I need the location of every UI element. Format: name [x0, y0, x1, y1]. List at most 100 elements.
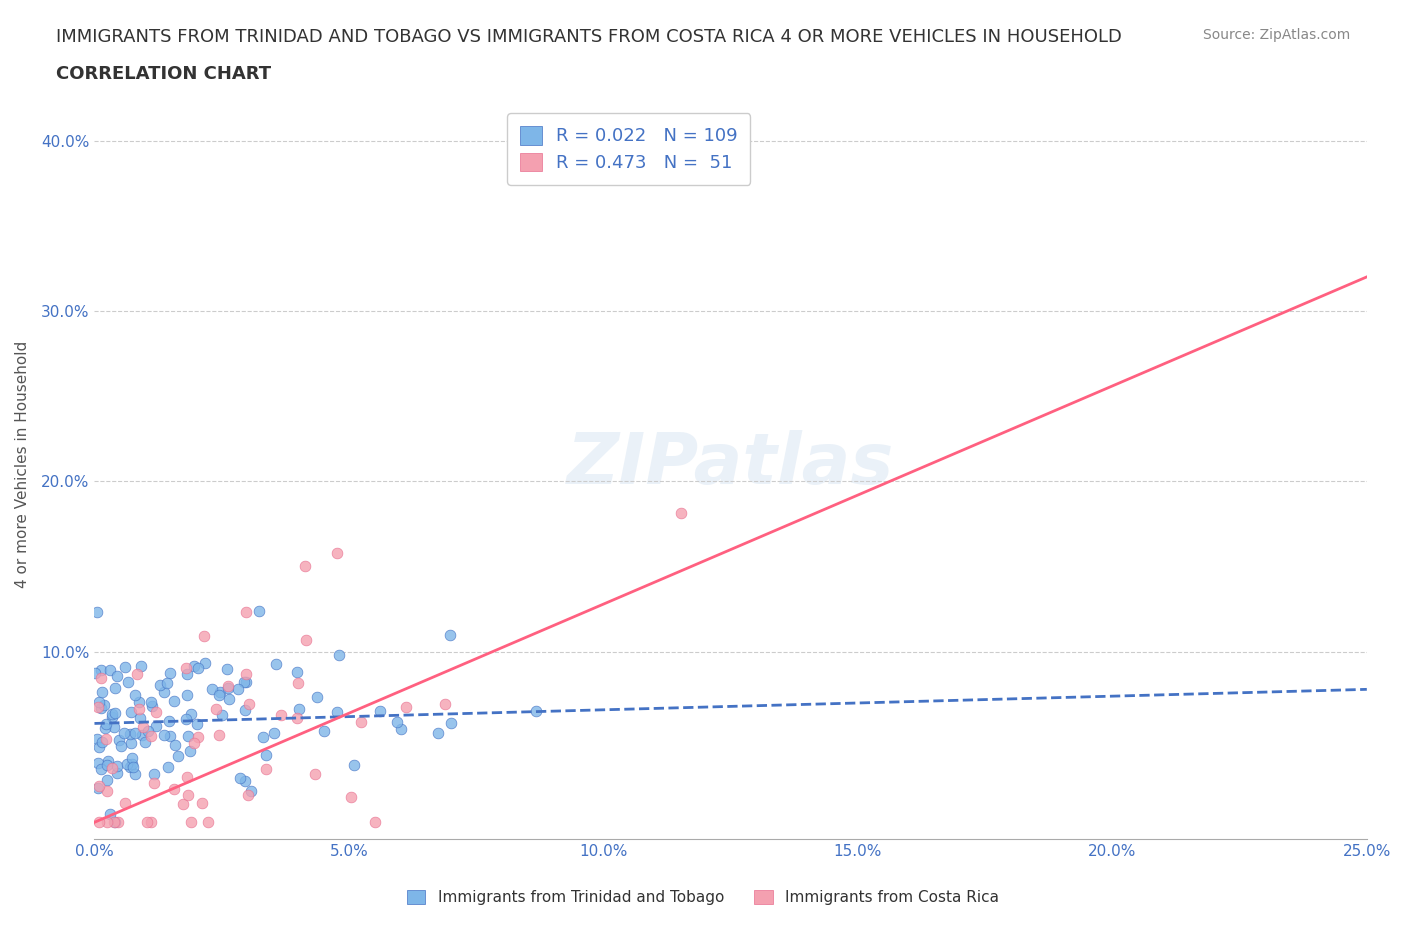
Point: [217, 679, 239, 694]
Point: [172, 796, 194, 811]
Point: [97, 753, 120, 768]
Point: [249, 604, 271, 618]
Point: [235, 604, 257, 619]
Point: [208, 687, 231, 702]
Point: [263, 725, 285, 740]
Point: [105, 759, 128, 774]
Point: [254, 762, 277, 777]
Point: [294, 558, 316, 573]
Point: [238, 697, 260, 711]
Point: [217, 681, 239, 696]
Point: [100, 707, 122, 722]
Point: [176, 666, 198, 681]
Point: [252, 729, 274, 744]
Point: [312, 724, 335, 738]
Point: [233, 703, 256, 718]
Point: [233, 675, 256, 690]
Point: [176, 769, 198, 784]
Point: [148, 677, 170, 692]
Point: [287, 675, 309, 690]
Point: [340, 790, 363, 804]
Point: [91, 684, 114, 699]
Point: [105, 669, 128, 684]
Point: [87, 700, 110, 715]
Point: [89, 778, 111, 793]
Point: [100, 710, 122, 724]
Point: [217, 661, 239, 676]
Point: [143, 776, 166, 790]
Point: [211, 708, 233, 723]
Point: [235, 667, 257, 682]
Point: [163, 781, 186, 796]
Point: [115, 757, 138, 772]
Legend: R = 0.022   N = 109, R = 0.473   N =  51: R = 0.022 N = 109, R = 0.473 N = 51: [508, 113, 751, 185]
Point: [179, 744, 201, 759]
Point: [326, 545, 349, 560]
Point: [145, 705, 167, 720]
Point: [669, 506, 692, 521]
Point: [163, 694, 186, 709]
Point: [394, 699, 416, 714]
Point: [100, 761, 122, 776]
Point: [226, 681, 249, 696]
Point: [107, 815, 129, 830]
Point: [114, 659, 136, 674]
Point: [364, 815, 387, 830]
Point: [90, 700, 112, 715]
Point: [128, 711, 150, 726]
Point: [186, 716, 208, 731]
Text: Source: ZipAtlas.com: Source: ZipAtlas.com: [1202, 28, 1350, 42]
Point: [152, 727, 174, 742]
Point: [87, 781, 110, 796]
Point: [89, 739, 111, 754]
Point: [86, 604, 108, 619]
Point: [183, 736, 205, 751]
Point: [136, 724, 159, 738]
Point: [104, 681, 127, 696]
Point: [118, 759, 141, 774]
Point: [208, 685, 231, 700]
Point: [207, 727, 229, 742]
Point: [96, 815, 118, 830]
Point: [105, 765, 128, 780]
Point: [142, 766, 165, 781]
Point: [385, 714, 408, 729]
Point: [121, 751, 143, 765]
Point: [368, 704, 391, 719]
Point: [440, 716, 463, 731]
Point: [177, 787, 200, 802]
Point: [270, 707, 292, 722]
Point: [118, 726, 141, 741]
Text: CORRELATION CHART: CORRELATION CHART: [56, 65, 271, 83]
Text: ZIPatlas: ZIPatlas: [567, 430, 894, 498]
Text: IMMIGRANTS FROM TRINIDAD AND TOBAGO VS IMMIGRANTS FROM COSTA RICA 4 OR MORE VEHI: IMMIGRANTS FROM TRINIDAD AND TOBAGO VS I…: [56, 28, 1122, 46]
Point: [94, 716, 117, 731]
Point: [433, 697, 456, 711]
Point: [134, 735, 156, 750]
Point: [112, 725, 135, 740]
Point: [285, 664, 308, 679]
Point: [90, 662, 112, 677]
Point: [288, 701, 311, 716]
Point: [93, 698, 115, 712]
Point: [114, 796, 136, 811]
Point: [96, 784, 118, 799]
Point: [194, 656, 217, 671]
Point: [238, 787, 260, 802]
Point: [120, 704, 142, 719]
Point: [124, 767, 146, 782]
Point: [524, 704, 547, 719]
Legend: Immigrants from Trinidad and Tobago, Immigrants from Costa Rica: Immigrants from Trinidad and Tobago, Imm…: [399, 883, 1007, 913]
Point: [90, 762, 112, 777]
Point: [328, 647, 350, 662]
Point: [350, 715, 373, 730]
Point: [191, 795, 214, 810]
Point: [128, 702, 150, 717]
Point: [131, 727, 153, 742]
Point: [304, 766, 326, 781]
Point: [285, 711, 308, 725]
Point: [121, 756, 143, 771]
Point: [94, 721, 117, 736]
Point: [187, 730, 209, 745]
Point: [201, 682, 224, 697]
